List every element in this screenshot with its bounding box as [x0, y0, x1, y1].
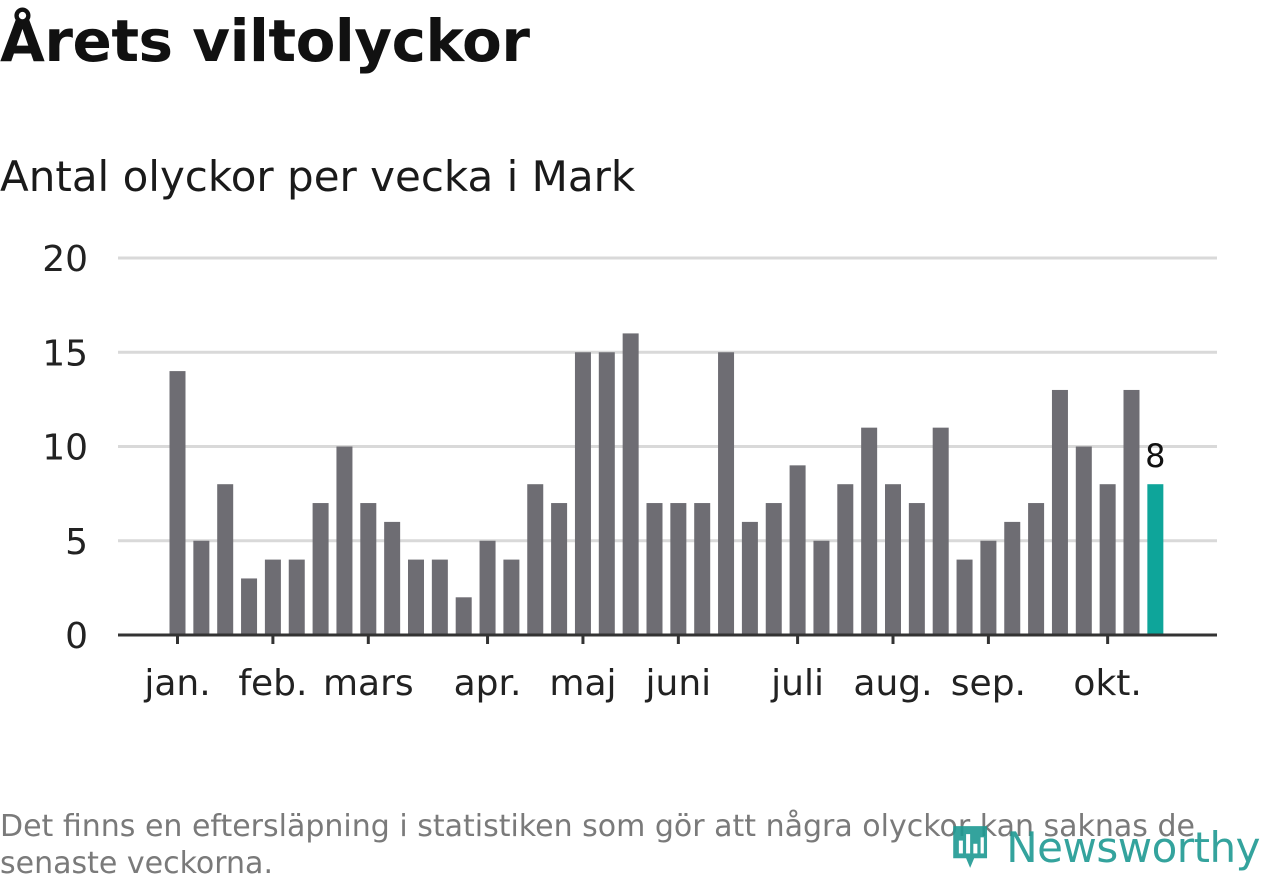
bar — [622, 333, 639, 635]
annotations: 8 — [1145, 437, 1165, 475]
x-tick-label: sep. — [951, 663, 1026, 704]
x-tick-label: aug. — [853, 663, 932, 704]
bar — [217, 484, 234, 635]
bar — [264, 559, 281, 635]
bar — [527, 484, 544, 635]
bar — [908, 503, 925, 635]
newsworthy-logo: Newsworthy — [950, 815, 1260, 879]
x-tick-label: juli — [770, 663, 824, 704]
bar — [861, 427, 878, 635]
y-tick-label: 10 — [42, 428, 88, 469]
bar — [1028, 503, 1045, 635]
bar — [956, 559, 973, 635]
bar — [837, 484, 854, 635]
x-axis-ticks: jan. feb. mars apr. maj juni juli aug. sep. okt. — [118, 633, 1217, 704]
y-tick-label: 5 — [65, 522, 88, 563]
bar — [574, 352, 591, 635]
bar — [694, 503, 711, 635]
bar — [1004, 521, 1021, 635]
bar — [1123, 389, 1140, 635]
bar — [670, 503, 687, 635]
logo-text: Newsworthy — [1006, 822, 1260, 872]
bar — [646, 503, 663, 635]
bar — [598, 352, 615, 635]
x-tick-label: maj — [549, 663, 616, 704]
bar — [455, 597, 472, 635]
bar — [813, 540, 830, 635]
bar — [169, 371, 186, 635]
x-tick-label: okt. — [1073, 663, 1141, 704]
x-tick-label: mars — [323, 663, 414, 704]
bar — [765, 503, 782, 635]
latest-value-label: 8 — [1145, 437, 1165, 475]
bar — [1075, 446, 1092, 635]
x-tick-label: feb. — [238, 663, 307, 704]
y-tick-label: 0 — [65, 616, 88, 657]
bar — [718, 352, 735, 635]
footnote: Det finns en eftersläpning i statistiken… — [0, 809, 1195, 881]
bar — [741, 521, 758, 635]
bar — [312, 503, 329, 635]
bar — [241, 578, 258, 635]
bar — [360, 503, 377, 635]
bar — [288, 559, 305, 635]
chart-subtitle: Antal olyckor per vecka i Mark — [0, 152, 636, 201]
y-tick-label: 15 — [42, 333, 88, 374]
bar — [1099, 484, 1116, 635]
x-tick-label: juni — [645, 663, 712, 704]
bar — [885, 484, 901, 635]
newsworthy-logo-icon — [953, 826, 988, 868]
bar — [384, 521, 401, 635]
x-tick-label: jan. — [143, 663, 210, 704]
bar — [932, 427, 949, 635]
bar — [479, 540, 496, 635]
bar — [193, 540, 210, 635]
y-axis-tick-labels: 0 5 10 15 20 — [42, 239, 88, 657]
bars — [169, 333, 1164, 635]
bar — [408, 559, 424, 635]
bar — [980, 540, 997, 635]
bar-chart: 0 5 10 15 20 jan. feb. mars apr. maj juni juli aug.… — [42, 239, 1217, 704]
bar-latest-week — [1147, 484, 1164, 635]
bar — [336, 446, 353, 635]
bar — [789, 465, 806, 635]
y-tick-label: 20 — [42, 239, 88, 280]
bar — [1051, 389, 1068, 635]
bar — [551, 503, 568, 635]
x-tick-label: apr. — [454, 663, 522, 704]
bar — [503, 559, 520, 635]
bar — [431, 559, 448, 635]
chart-title: Årets viltolyckor — [0, 7, 530, 75]
